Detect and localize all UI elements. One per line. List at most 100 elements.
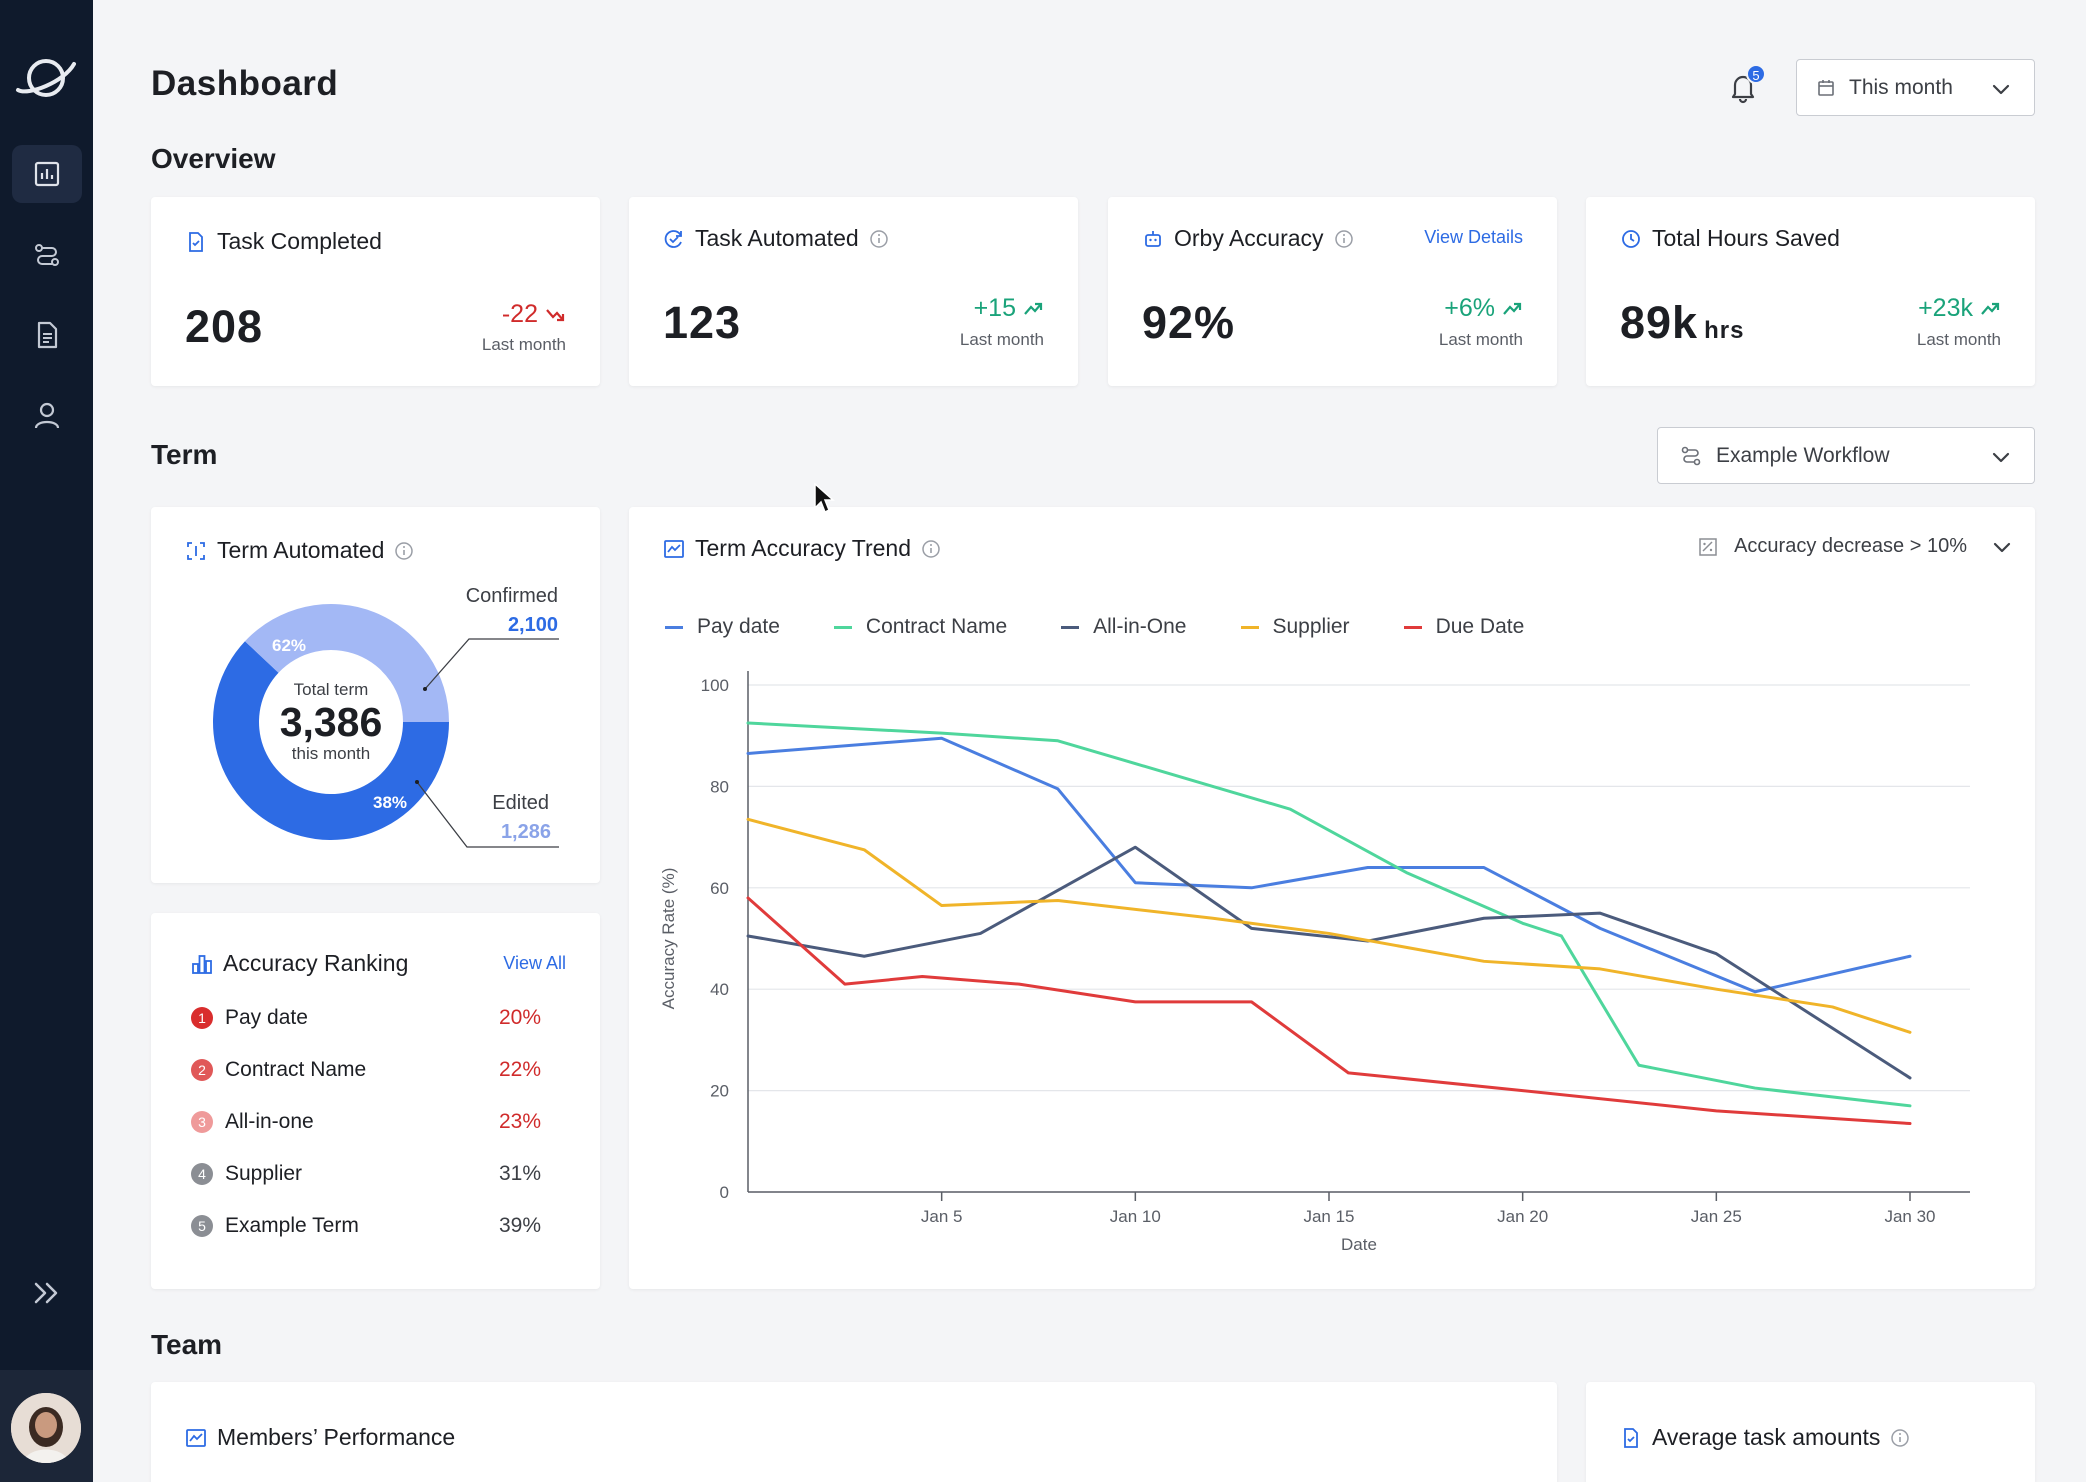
info-icon[interactable] <box>869 229 889 249</box>
info-icon[interactable] <box>1890 1428 1910 1448</box>
rank-value: 22% <box>498 1058 541 1081</box>
edited-leader-line <box>416 781 559 848</box>
donut-center-label: Total term <box>294 680 369 699</box>
chart-legend: Pay date Contract Name All-in-One Supplier D… <box>665 615 1578 639</box>
date-range-value: This month <box>1849 75 1953 99</box>
info-icon[interactable] <box>921 539 941 559</box>
notification-badge: 5 <box>1746 64 1766 84</box>
donut-edited-slice[interactable] <box>244 604 449 722</box>
x-tick-label: Jan 25 <box>1691 1207 1742 1226</box>
legend-item[interactable]: Contract Name <box>833 615 1007 639</box>
workflow-icon <box>1681 446 1701 465</box>
chevron-down-icon <box>1993 542 2011 552</box>
nav-workflows[interactable] <box>12 226 82 284</box>
kpi-delta: +6% <box>1444 294 1523 323</box>
rank-badge: 3 <box>191 1111 213 1133</box>
donut-confirmed-slice[interactable] <box>212 641 449 840</box>
y-tick-label: 20 <box>710 1082 729 1101</box>
confirmed-value: 2,100 <box>508 614 558 636</box>
user-profile[interactable] <box>0 1370 93 1482</box>
info-icon[interactable] <box>394 541 414 561</box>
legend-swatch <box>1240 625 1259 629</box>
ranking-row[interactable]: 2 Contract Name 22% <box>191 1055 541 1085</box>
legend-item[interactable]: Due Date <box>1403 615 1524 639</box>
legend-item[interactable]: All-in-One <box>1061 615 1187 639</box>
y-tick-label: 60 <box>710 879 729 898</box>
edited-pct: 38% <box>373 793 407 812</box>
rank-badge: 4 <box>191 1163 213 1185</box>
y-tick-label: 80 <box>710 777 729 796</box>
series-line-pay-date <box>746 736 1912 994</box>
legend-swatch <box>833 625 852 629</box>
kpi-delta: +15 <box>974 294 1044 323</box>
ranking-row[interactable]: 5 Example Term 39% <box>191 1211 541 1241</box>
nav-documents[interactable] <box>12 306 82 364</box>
kpi-value: 208 <box>185 301 264 352</box>
ranking-chart-icon <box>192 954 212 974</box>
x-axis-label: Date <box>1341 1235 1377 1254</box>
line-chart-icon <box>664 539 684 558</box>
expand-sidebar-icon[interactable] <box>28 1278 64 1308</box>
avatar[interactable] <box>11 1393 81 1463</box>
view-all-link[interactable]: View All <box>503 953 566 973</box>
trend-down-icon <box>546 308 565 321</box>
legend-item[interactable]: Supplier <box>1240 615 1350 639</box>
term-title: Term <box>151 439 218 470</box>
trend-filter-select[interactable]: Accuracy decrease > 10% <box>1698 535 2013 558</box>
rank-value: 39% <box>498 1214 541 1237</box>
user-icon <box>34 402 60 429</box>
workflow-value: Example Workflow <box>1716 443 1890 467</box>
legend-item[interactable]: Pay date <box>665 615 780 639</box>
edited-label: Edited <box>492 792 549 814</box>
confirmed-label: Confirmed <box>466 585 558 607</box>
rank-name: All-in-one <box>225 1110 314 1133</box>
document-icon <box>37 321 58 349</box>
sidebar <box>0 0 93 1482</box>
trend-up-icon <box>1024 302 1043 315</box>
x-tick-label: Jan 30 <box>1884 1207 1935 1226</box>
workflow-select[interactable]: Example Workflow <box>1657 427 2035 484</box>
info-icon[interactable] <box>1334 229 1354 249</box>
trend-up-icon <box>1503 302 1522 315</box>
kpi-delta: -22 <box>502 300 566 329</box>
kpi-title: Task Completed <box>217 228 382 254</box>
card-title: Term Automated <box>217 537 385 563</box>
kpi-value: 92% <box>1142 297 1236 348</box>
kpi-sub: Last month <box>1438 330 1523 349</box>
scan-icon <box>187 541 205 560</box>
rank-badge: 1 <box>191 1007 213 1029</box>
rank-name: Supplier <box>225 1162 303 1185</box>
legend-label: Pay date <box>697 615 780 638</box>
workflow-icon <box>35 244 59 266</box>
mouse-cursor-icon <box>814 482 835 514</box>
average-task-amounts-card: Average task amounts <box>1586 1382 2035 1482</box>
series-line-contract-name <box>746 721 1912 1108</box>
kpi-sub: Last month <box>959 330 1044 349</box>
bar-chart-icon <box>34 161 60 187</box>
ranking-row[interactable]: 1 Pay date 20% <box>191 1003 541 1033</box>
task-completed-card: Task Completed 208 -22 Last month <box>151 197 600 386</box>
orby-accuracy-card: Orby Accuracy View Details 92% +6% Last … <box>1108 197 1557 386</box>
nav-users[interactable] <box>12 386 82 444</box>
kpi-unit: hrs <box>1704 317 1745 344</box>
ranking-row[interactable]: 4 Supplier 31% <box>191 1159 541 1189</box>
rank-value: 31% <box>498 1162 541 1185</box>
task-automated-card: Task Automated 123 +15 Last month <box>629 197 1078 386</box>
date-range-select[interactable]: This month <box>1796 59 2035 116</box>
series-line-supplier <box>746 817 1912 1034</box>
overview-title: Overview <box>151 143 276 174</box>
legend-label: All-in-One <box>1093 615 1187 638</box>
nav-analytics[interactable] <box>12 145 82 203</box>
legend-swatch <box>1403 625 1422 629</box>
ranking-row[interactable]: 3 All-in-one 23% <box>191 1107 541 1137</box>
card-title: Average task amounts <box>1652 1424 1881 1450</box>
planet-logo-icon[interactable] <box>14 52 78 104</box>
card-title: Term Accuracy Trend <box>695 535 912 561</box>
view-details-link[interactable]: View Details <box>1424 227 1523 247</box>
card-title: Members’ Performance <box>217 1424 456 1450</box>
term-automated-card: Term Automated 62% 38% Total term 3,386 … <box>151 507 600 883</box>
y-axis-label: Accuracy Rate (%) <box>659 868 678 1010</box>
kpi-sub: Last month <box>1916 330 2001 349</box>
robot-icon <box>1145 230 1161 247</box>
rank-value: 23% <box>498 1110 541 1133</box>
